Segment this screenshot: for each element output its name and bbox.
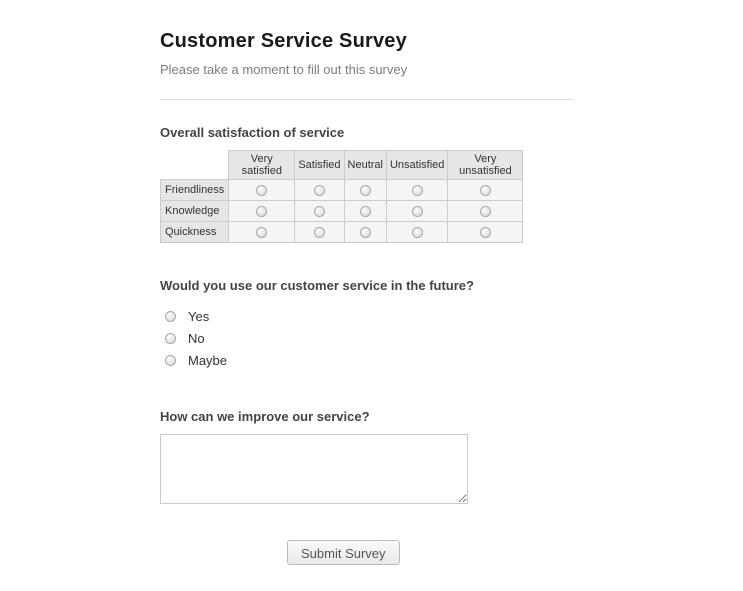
matrix-radio[interactable]: [479, 205, 491, 217]
matrix-column-header: Very unsatisfied: [447, 150, 524, 180]
option-yes: Yes: [160, 305, 574, 327]
matrix-radio[interactable]: [256, 205, 268, 217]
matrix-radio[interactable]: [359, 184, 371, 196]
matrix-radio[interactable]: [411, 184, 423, 196]
matrix-cell: [228, 179, 296, 201]
matrix-radio[interactable]: [411, 226, 423, 238]
matrix-radio[interactable]: [479, 184, 491, 196]
option-no-radio[interactable]: [165, 332, 176, 344]
form-title: Customer Service Survey: [160, 30, 407, 52]
matrix-cell: [228, 200, 296, 222]
option-yes-radio[interactable]: [165, 310, 176, 322]
improve-textarea[interactable]: [160, 434, 468, 504]
future-use-options: Yes No Maybe: [160, 305, 574, 371]
matrix-radio[interactable]: [411, 205, 423, 217]
matrix-row-friendliness: Friendliness: [159, 179, 524, 201]
matrix-radio[interactable]: [359, 226, 371, 238]
question-label: How can we improve our service?: [160, 409, 370, 424]
matrix-radio[interactable]: [313, 205, 325, 217]
matrix-cell: [294, 179, 345, 201]
matrix-cell: [294, 200, 345, 222]
matrix-cell: [447, 221, 524, 243]
matrix-radio[interactable]: [313, 184, 325, 196]
submit-survey-button[interactable]: Submit Survey: [287, 540, 400, 565]
matrix-cell: [385, 179, 449, 201]
matrix-radio[interactable]: [256, 184, 268, 196]
survey-form: Customer Service Survey Please take a mo…: [159, 0, 574, 565]
matrix-cell: [343, 200, 387, 222]
option-label: Maybe: [188, 352, 228, 368]
matrix-header-row: Very satisfied Satisfied Neutral Unsatis…: [160, 150, 524, 180]
matrix-cell: [228, 221, 296, 243]
option-maybe-radio[interactable]: [165, 354, 176, 366]
matrix-column-header: Unsatisfied: [385, 150, 449, 180]
matrix-row-label: Knowledge: [159, 200, 230, 222]
question-satisfaction-matrix: Overall satisfaction of service Very sat…: [159, 125, 574, 243]
option-label: No: [188, 330, 205, 346]
satisfaction-matrix-table: Very satisfied Satisfied Neutral Unsatis…: [159, 150, 524, 243]
matrix-corner-cell: [160, 150, 230, 180]
matrix-row-knowledge: Knowledge: [159, 200, 524, 222]
matrix-row-quickness: Quickness: [159, 221, 524, 243]
matrix-column-header: Satisfied: [294, 150, 345, 180]
matrix-radio[interactable]: [256, 226, 268, 238]
matrix-row-label: Friendliness: [159, 179, 230, 201]
question-improve: How can we improve our service?: [160, 409, 574, 504]
question-label: Overall satisfaction of service: [160, 125, 345, 140]
matrix-cell: [447, 200, 524, 222]
matrix-cell: [294, 221, 345, 243]
option-label: Yes: [188, 308, 210, 324]
button-row: Submit Survey: [287, 540, 574, 565]
matrix-radio[interactable]: [479, 226, 491, 238]
matrix-row-label: Quickness: [159, 221, 230, 243]
matrix-column-header: Neutral: [343, 150, 387, 180]
matrix-cell: [385, 200, 449, 222]
matrix-column-header: Very satisfied: [228, 150, 296, 180]
form-subtitle: Please take a moment to fill out this su…: [160, 62, 408, 77]
option-maybe: Maybe: [160, 349, 574, 371]
question-label: Would you use our customer service in th…: [160, 278, 474, 293]
divider: [160, 99, 573, 100]
option-no: No: [160, 327, 574, 349]
matrix-cell: [385, 221, 449, 243]
matrix-radio[interactable]: [313, 226, 325, 238]
matrix-cell: [343, 179, 387, 201]
matrix-radio[interactable]: [359, 205, 371, 217]
matrix-cell: [447, 179, 524, 201]
question-future-use: Would you use our customer service in th…: [160, 278, 574, 371]
matrix-cell: [343, 221, 387, 243]
